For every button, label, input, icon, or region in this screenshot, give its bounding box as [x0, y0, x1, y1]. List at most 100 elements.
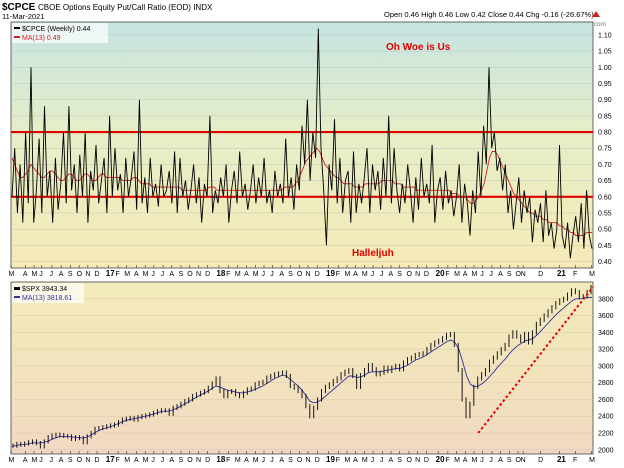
bottom-x-tick-label: J	[371, 457, 375, 464]
top-x-tick-label: N	[521, 271, 526, 278]
bottom-x-tick-label: D	[538, 457, 543, 464]
bottom-x-tick-label: F	[226, 457, 230, 464]
top-x-tick-label: A	[23, 271, 28, 278]
bottom-x-tick-label: D	[205, 457, 210, 464]
bottom-x-tick-label: M	[454, 457, 460, 464]
up-triangle-icon	[592, 11, 600, 17]
bottom-x-tick-label: O	[77, 457, 83, 464]
bottom-x-tick-label: F	[336, 457, 340, 464]
bottom-x-axis: M A M J J A S O N D 17 F M A M J J A S O N D 18 F M A M J J A S O N D 19 F M…	[9, 451, 595, 464]
bottom-x-tick-label: 18	[216, 455, 225, 464]
bottom-x-tick-label: N	[521, 457, 526, 464]
bottom-x-tick-label: D	[424, 457, 429, 464]
top-x-tick-label: N	[415, 271, 420, 278]
cpce-price-line	[11, 28, 593, 259]
bottom-x-tick-label: A	[389, 457, 394, 464]
top-y-tick-label: 0.45	[598, 243, 612, 250]
top-x-tick-label: J	[380, 271, 384, 278]
top-x-tick-label: A	[169, 271, 174, 278]
top-y-tick-label: 1.00	[598, 65, 612, 72]
chart-description: CBOE Options Equity Put/Call Ratio (EOD)…	[38, 3, 213, 12]
top-x-tick-label: F	[445, 271, 449, 278]
top-y-tick-label: 0.55	[598, 210, 612, 217]
spx-price-bars	[12, 284, 592, 449]
top-x-tick-label: 19	[326, 269, 335, 278]
top-x-tick-label: A	[279, 271, 284, 278]
top-panel-background	[10, 21, 594, 269]
top-y-tick-label: 0.60	[598, 194, 612, 201]
bottom-x-tick-label: A	[353, 457, 358, 464]
bottom-x-tick-label: N	[306, 457, 311, 464]
bottom-x-tick-label: F	[573, 457, 577, 464]
top-y-tick-label: 0.80	[598, 130, 612, 137]
top-x-tick-label: M	[471, 271, 477, 278]
bottom-x-tick-label: D	[315, 457, 320, 464]
top-x-tick-label: F	[226, 271, 230, 278]
top-x-tick-label: S	[397, 271, 402, 278]
top-x-tick-label: O	[77, 271, 83, 278]
bottom-x-tick-label: M	[32, 457, 38, 464]
bottom-x-tick-label: N	[196, 457, 201, 464]
top-y-tick-label: 1.05	[598, 49, 612, 56]
bottom-x-tick-label: M	[143, 457, 149, 464]
top-x-tick-label: M	[124, 271, 130, 278]
top-x-tick-label: A	[353, 271, 358, 278]
top-x-tick-label: S	[68, 271, 73, 278]
bottom-x-tick-label: M	[235, 457, 241, 464]
bottom-x-tick-label: J	[270, 457, 274, 464]
top-x-tick-label: N	[306, 271, 311, 278]
top-x-tick-label: O	[297, 271, 303, 278]
top-x-tick-label: F	[116, 271, 120, 278]
bottom-panel-background	[10, 281, 594, 455]
legend-spx-ma: MA(13) 3818.61	[22, 295, 72, 302]
top-x-tick-label: J	[371, 271, 375, 278]
top-x-tick-label: J	[262, 271, 266, 278]
chart-symbol: $CPCE	[2, 2, 36, 13]
bottom-x-tick-label: A	[23, 457, 28, 464]
annotation-halleljuh: Halleljuh	[352, 248, 394, 259]
bottom-x-tick-label: A	[244, 457, 249, 464]
top-x-tick-label: J	[489, 271, 493, 278]
top-x-tick-label: F	[573, 271, 577, 278]
bottom-x-tick-label: J	[480, 457, 484, 464]
bottom-x-tick-label: D	[95, 457, 100, 464]
bottom-x-tick-label: M	[253, 457, 259, 464]
top-x-tick-label: 21	[557, 269, 566, 278]
top-x-tick-label: O	[406, 271, 412, 278]
legend-swatch-spx	[14, 287, 20, 290]
bottom-x-tick-label: J	[49, 457, 53, 464]
bottom-y-tick-label: 3800	[598, 296, 614, 303]
bottom-x-tick-label: 17	[106, 455, 115, 464]
top-x-tick-label: S	[179, 271, 184, 278]
top-x-tick-label: S	[288, 271, 293, 278]
top-y-axis: 0.40 0.45 0.50 0.55 0.60 0.65 0.70 0.75 0.80 0.85…	[598, 32, 612, 266]
bottom-y-axis: 2000 2200 2400 2600 2800 3000 3200 3400 3600 3800	[598, 296, 614, 454]
top-y-tick-label: 0.75	[598, 146, 612, 153]
bottom-x-tick-label: J	[161, 457, 165, 464]
bottom-x-tick-label: O	[406, 457, 412, 464]
bottom-y-tick-label: 2600	[598, 397, 614, 404]
legend-cpce: $CPCE (Weekly) 0.44	[22, 26, 90, 33]
top-x-tick-label: M	[143, 271, 149, 278]
top-x-tick-label: J	[161, 271, 165, 278]
top-x-tick-label: J	[151, 271, 155, 278]
top-x-tick-label: O	[187, 271, 193, 278]
ohlc-readout: Open 0.46 High 0.46 Low 0.42 Close 0.44 …	[384, 10, 594, 19]
top-x-tick-label: S	[507, 271, 512, 278]
bottom-x-tick-label: O	[516, 457, 522, 464]
bottom-x-tick-label: J	[39, 457, 43, 464]
top-x-tick-label: M	[235, 271, 241, 278]
bottom-y-tick-label: 3400	[598, 330, 614, 337]
top-x-tick-label: 18	[216, 269, 225, 278]
bottom-x-tick-label: M	[344, 457, 350, 464]
legend-swatch-cpce	[14, 27, 20, 29]
bottom-x-tick-label: A	[169, 457, 174, 464]
bottom-x-tick-label: M	[9, 457, 15, 464]
top-x-tick-label: M	[589, 271, 595, 278]
top-x-tick-label: 17	[106, 269, 115, 278]
top-x-tick-label: D	[424, 271, 429, 278]
legend-swatch-spx-ma	[14, 296, 20, 298]
top-y-tick-label: 0.65	[598, 178, 612, 185]
top-y-tick-label: 0.40	[598, 259, 612, 266]
